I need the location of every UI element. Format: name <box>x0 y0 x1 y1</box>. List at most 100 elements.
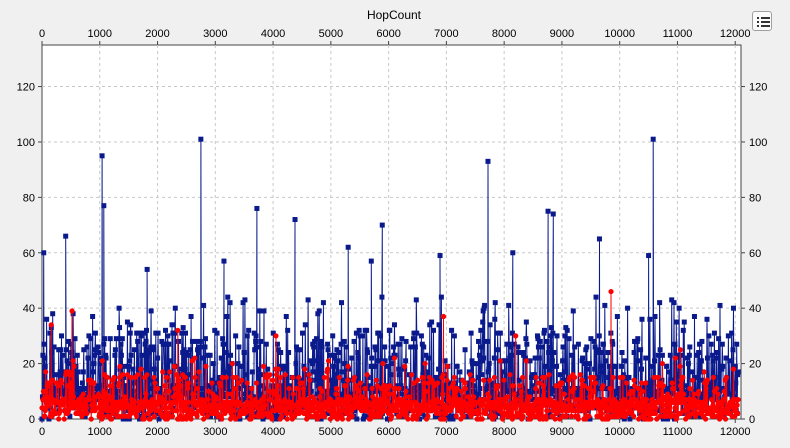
data-point <box>619 350 625 356</box>
data-point <box>155 385 161 392</box>
data-point <box>511 391 517 397</box>
data-point <box>550 330 556 336</box>
data-point <box>249 369 255 375</box>
data-point <box>491 355 497 361</box>
data-point <box>139 352 145 358</box>
data-point <box>92 330 98 336</box>
data-point <box>518 397 524 403</box>
data-point <box>166 341 172 347</box>
data-point <box>379 222 385 228</box>
data-point <box>586 413 592 419</box>
data-point <box>501 377 507 383</box>
data-point <box>227 399 233 405</box>
data-point <box>490 380 496 386</box>
data-point <box>201 302 207 308</box>
data-point <box>680 374 686 381</box>
data-point <box>723 374 730 381</box>
data-point <box>602 386 608 392</box>
data-point <box>426 355 432 361</box>
data-point <box>605 350 611 356</box>
data-point <box>92 347 98 353</box>
data-point <box>258 338 264 344</box>
data-point <box>487 322 493 328</box>
data-point <box>270 377 276 383</box>
data-point <box>561 377 567 383</box>
data-point <box>631 350 637 356</box>
data-point <box>169 413 176 419</box>
data-point <box>665 416 671 422</box>
data-point <box>612 388 618 394</box>
data-point <box>326 410 332 416</box>
data-point <box>222 386 228 392</box>
data-point <box>174 391 180 397</box>
data-point <box>97 394 103 400</box>
data-point <box>648 383 654 389</box>
data-point <box>173 408 179 414</box>
data-point <box>172 385 178 392</box>
data-point <box>367 383 373 389</box>
data-point <box>302 322 308 328</box>
data-point <box>735 410 741 417</box>
legend-toggle-button[interactable] <box>752 11 772 31</box>
data-point <box>319 344 325 350</box>
data-point <box>684 355 690 361</box>
data-point <box>643 355 649 361</box>
data-point <box>204 413 210 419</box>
data-point <box>631 377 637 383</box>
data-point <box>192 355 198 361</box>
data-point <box>351 338 357 344</box>
data-point <box>476 391 482 397</box>
data-point <box>681 391 687 397</box>
data-point <box>159 338 165 344</box>
data-point <box>177 372 183 378</box>
data-point <box>659 352 665 358</box>
data-point <box>646 253 652 259</box>
data-point <box>532 355 538 361</box>
data-point <box>716 405 722 411</box>
data-point <box>711 330 717 336</box>
data-point <box>692 394 698 400</box>
data-point <box>280 366 286 372</box>
data-point <box>268 383 274 389</box>
data-point <box>458 388 464 394</box>
data-point <box>670 391 676 397</box>
data-point <box>130 394 136 400</box>
data-point <box>480 308 486 314</box>
data-point <box>149 386 155 392</box>
data-point <box>688 408 694 414</box>
data-point <box>541 330 547 336</box>
data-point <box>721 388 727 394</box>
data-point <box>420 372 426 378</box>
data-point <box>176 366 182 372</box>
data-point <box>443 413 449 419</box>
data-point <box>408 344 414 350</box>
data-point <box>51 344 57 350</box>
data-point <box>540 383 547 389</box>
data-point <box>672 405 678 411</box>
data-point <box>300 330 306 336</box>
data-point <box>320 300 326 306</box>
data-point <box>46 416 52 422</box>
data-point <box>138 330 144 336</box>
data-point <box>184 372 190 378</box>
data-point <box>269 416 275 422</box>
data-point <box>185 380 191 386</box>
data-point <box>163 374 170 381</box>
data-point <box>451 374 457 381</box>
data-point <box>103 391 109 397</box>
data-point <box>336 374 342 381</box>
data-point <box>661 416 667 422</box>
data-point <box>101 341 107 347</box>
data-point <box>592 344 598 350</box>
data-point <box>691 313 697 319</box>
data-point <box>704 377 711 383</box>
data-point <box>710 374 717 381</box>
data-point <box>569 352 575 358</box>
data-point <box>278 374 284 381</box>
data-point <box>91 380 97 386</box>
data-point <box>330 333 336 339</box>
data-point <box>137 416 143 422</box>
data-point <box>394 408 400 414</box>
data-point <box>546 350 552 356</box>
data-point <box>188 402 194 408</box>
